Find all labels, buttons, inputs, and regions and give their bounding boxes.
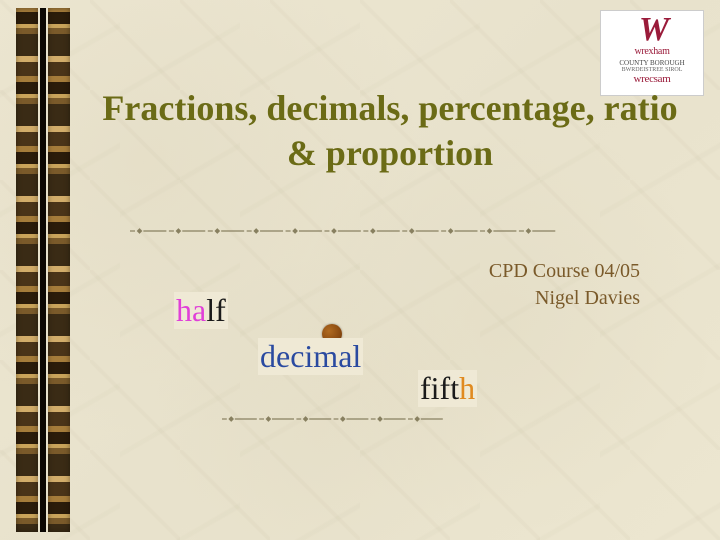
word-fifth: fifth	[418, 370, 477, 407]
org-logo: W wrexham COUNTY BOROUGH BWRDEISTREE SIR…	[600, 10, 704, 96]
divider-top	[130, 228, 590, 230]
divider-bottom	[222, 416, 462, 418]
left-border-band	[16, 8, 70, 532]
band-strip-right	[48, 8, 70, 532]
course-meta: CPD Course 04/05 Nigel Davies	[489, 258, 640, 312]
word-decimal: decimal	[258, 338, 363, 375]
word-fifth-pre: fift	[420, 370, 459, 406]
band-strip-left	[16, 8, 38, 532]
word-half: half	[174, 292, 228, 329]
logo-line1: wrexham	[634, 46, 669, 57]
word-fifth-post: h	[459, 370, 475, 406]
word-half-pre: ha	[176, 292, 206, 328]
course-code: CPD Course 04/05	[489, 258, 640, 285]
slide-title: Fractions, decimals, percentage, ratio &…	[100, 86, 680, 176]
author-name: Nigel Davies	[489, 285, 640, 312]
logo-line4: wrecsam	[634, 73, 671, 85]
band-strip-gap	[40, 8, 46, 532]
logo-mark: W	[639, 15, 665, 46]
word-half-post: lf	[206, 292, 226, 328]
logo-line2: COUNTY BOROUGH	[619, 59, 684, 67]
